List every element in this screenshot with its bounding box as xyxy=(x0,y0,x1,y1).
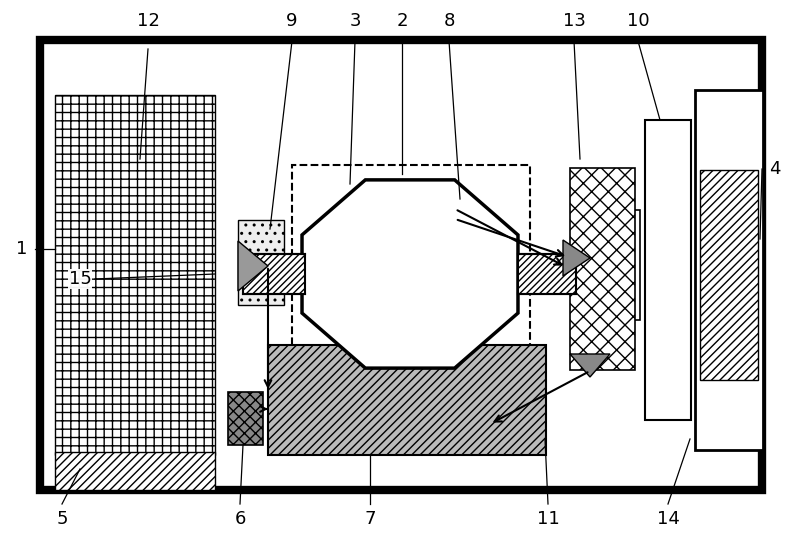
Text: 12: 12 xyxy=(137,12,159,30)
Bar xyxy=(268,345,546,455)
Bar xyxy=(228,392,263,445)
Bar xyxy=(576,210,640,320)
Bar xyxy=(645,120,691,420)
Text: 13: 13 xyxy=(562,12,586,30)
Text: 2: 2 xyxy=(396,12,408,30)
Polygon shape xyxy=(238,241,268,291)
Text: 8: 8 xyxy=(443,12,454,30)
Text: 9: 9 xyxy=(286,12,298,30)
Bar xyxy=(40,40,762,490)
Text: 14: 14 xyxy=(657,510,679,528)
Bar xyxy=(238,220,284,305)
Text: 6: 6 xyxy=(234,510,246,528)
Bar xyxy=(695,90,763,450)
Bar xyxy=(55,95,215,455)
Text: 3: 3 xyxy=(350,12,361,30)
Text: 4: 4 xyxy=(770,160,781,178)
Polygon shape xyxy=(563,240,590,276)
Bar xyxy=(243,254,305,294)
Text: 11: 11 xyxy=(537,510,559,528)
Text: 10: 10 xyxy=(626,12,650,30)
Text: 15: 15 xyxy=(69,270,91,288)
Polygon shape xyxy=(570,354,610,377)
Bar xyxy=(700,170,758,380)
Bar xyxy=(55,452,215,490)
Text: 5: 5 xyxy=(56,510,68,528)
Polygon shape xyxy=(304,182,516,367)
Bar xyxy=(292,165,530,422)
Polygon shape xyxy=(304,182,516,367)
Bar xyxy=(518,254,576,294)
Bar xyxy=(570,168,635,370)
Text: 7: 7 xyxy=(364,510,376,528)
Text: 1: 1 xyxy=(16,240,28,258)
